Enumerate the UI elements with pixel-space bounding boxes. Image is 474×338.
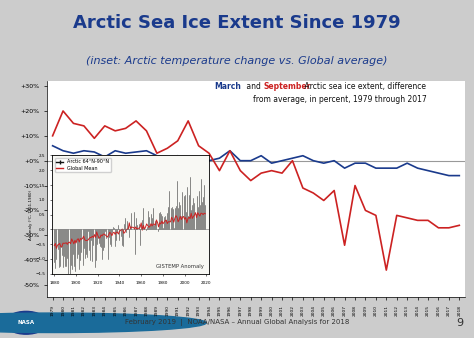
- Text: GISTEMP Anomaly: GISTEMP Anomaly: [156, 264, 204, 269]
- Text: from average, in percent, 1979 through 2017: from average, in percent, 1979 through 2…: [253, 95, 426, 104]
- Text: and: and: [244, 82, 264, 91]
- Ellipse shape: [5, 311, 47, 334]
- Text: Arctic Sea Ice Extent Since 1979: Arctic Sea Ice Extent Since 1979: [73, 14, 401, 32]
- Text: 9: 9: [456, 318, 464, 328]
- Text: March: March: [214, 82, 241, 91]
- Text: September: September: [263, 82, 310, 91]
- Y-axis label: Anomaly (°C, 1951-1980): Anomaly (°C, 1951-1980): [29, 190, 33, 240]
- Text: (inset: Arctic temperature change vs. Global average): (inset: Arctic temperature change vs. Gl…: [86, 56, 388, 66]
- Text: February 2019  |  NOAA/NASA – Annual Global Analysis for 2018: February 2019 | NOAA/NASA – Annual Globa…: [125, 319, 349, 326]
- Text: Arctic sea ice extent, difference: Arctic sea ice extent, difference: [302, 82, 426, 91]
- Legend: Arctic 64°N-90°N, Global Mean: Arctic 64°N-90°N, Global Mean: [55, 158, 111, 172]
- Circle shape: [0, 313, 206, 333]
- Text: NASA: NASA: [18, 320, 35, 325]
